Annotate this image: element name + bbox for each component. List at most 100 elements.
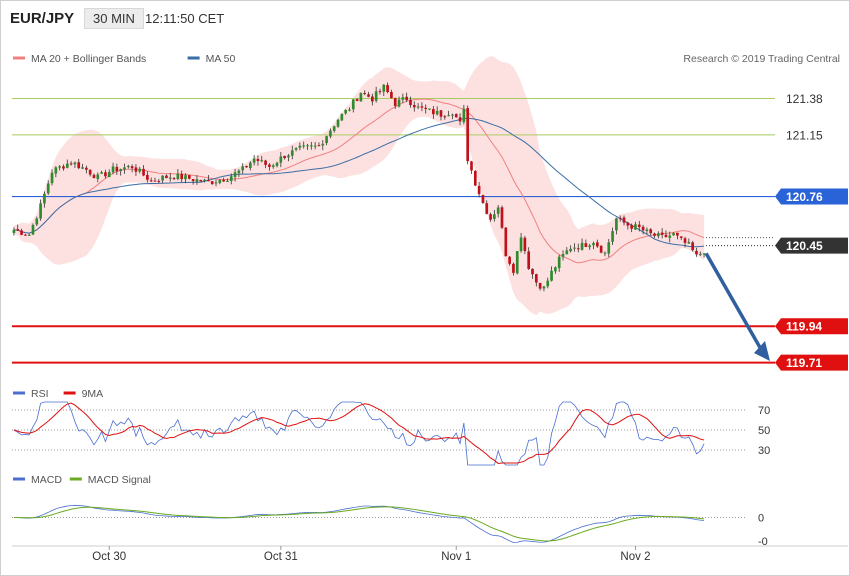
- candle-body: [199, 179, 203, 182]
- candle-body: [496, 207, 500, 214]
- candle-body: [313, 145, 317, 147]
- candle-body: [527, 251, 531, 269]
- copyright-text: Research © 2019 Trading Central: [683, 53, 840, 65]
- candle-body: [153, 180, 157, 182]
- candle-body: [191, 179, 195, 182]
- rsi-tick-label: 50: [758, 425, 770, 437]
- candle-body: [538, 283, 542, 289]
- candle-body: [462, 108, 466, 123]
- candle-body: [508, 256, 511, 264]
- candle-body: [607, 242, 611, 254]
- candle-body: [611, 231, 614, 242]
- candle-body: [588, 245, 592, 248]
- candle-body: [401, 97, 405, 100]
- candle-body: [85, 167, 88, 170]
- candle-body: [515, 251, 519, 274]
- candle-body: [195, 179, 199, 182]
- candle-body: [374, 91, 378, 101]
- candle-body: [77, 162, 81, 169]
- candle-body: [340, 114, 344, 121]
- candle-body: [546, 280, 550, 287]
- timeframe-badge[interactable]: 30 MIN: [84, 8, 144, 29]
- candle-body: [336, 119, 340, 127]
- candle-body: [676, 232, 679, 236]
- candle-body: [428, 108, 431, 110]
- candle-body: [645, 229, 649, 231]
- candle-body: [73, 162, 77, 165]
- price-label-text: 121.15: [786, 128, 823, 142]
- rsi-panel: 70 50 30: [12, 401, 770, 466]
- candle-body: [397, 99, 401, 107]
- candle-body: [237, 170, 241, 173]
- candle-body: [168, 177, 172, 179]
- legend-label: 9MA: [82, 388, 104, 400]
- candle-body: [329, 130, 332, 137]
- candle-body: [386, 85, 389, 93]
- candle-body: [447, 115, 450, 117]
- candle-body: [283, 155, 286, 159]
- candle-body: [210, 181, 214, 184]
- candle-body: [161, 175, 164, 181]
- candle-body: [81, 167, 84, 169]
- candle-body: [466, 108, 470, 162]
- candle-body: [534, 274, 538, 283]
- candle-body: [39, 203, 42, 219]
- candle-body: [69, 163, 73, 165]
- candle-body: [264, 160, 267, 165]
- candle-body: [20, 230, 23, 235]
- candle-body: [435, 110, 439, 115]
- candle-body: [184, 175, 187, 180]
- candle-body: [104, 172, 107, 177]
- candle-body: [58, 166, 61, 168]
- candle-body: [569, 248, 572, 252]
- candle-body: [664, 234, 668, 238]
- x-tick-label: Nov 2: [620, 551, 650, 563]
- candle-body: [310, 145, 313, 147]
- candle-body: [695, 250, 698, 255]
- candle-body: [649, 229, 653, 234]
- candle-body: [615, 218, 618, 231]
- symbol-label: EUR/JPY: [10, 10, 75, 27]
- candle-body: [233, 172, 237, 177]
- candle-body: [165, 175, 168, 179]
- candle-body: [424, 107, 428, 109]
- candle-body: [439, 110, 443, 117]
- candle-body: [451, 114, 454, 116]
- candle-body: [371, 96, 374, 102]
- x-axis: Oct 30 Oct 31 Nov 1 Nov 2: [12, 545, 848, 563]
- clock-time: 12:11:50 CET: [145, 11, 225, 26]
- price-label-text: 119.94: [786, 320, 822, 334]
- price-label-text: 121.38: [786, 92, 823, 106]
- candle-body: [432, 109, 435, 115]
- candle-body: [531, 268, 534, 275]
- candle-body: [172, 178, 176, 180]
- candle-body: [214, 182, 218, 184]
- candle-body: [554, 267, 557, 272]
- candle-body: [565, 250, 569, 255]
- candle-body: [603, 252, 607, 254]
- candle-body: [46, 183, 50, 194]
- candle-body: [306, 145, 309, 147]
- price-label-box: [775, 188, 848, 205]
- candle-body: [382, 84, 386, 92]
- candle-body: [691, 242, 694, 251]
- forecast-arrow: [704, 252, 770, 362]
- candle-body: [634, 224, 637, 230]
- candle-body: [519, 237, 523, 252]
- candle-body: [618, 217, 622, 219]
- candle-body: [218, 179, 222, 184]
- candle-body: [637, 224, 641, 228]
- candle-body: [359, 93, 363, 102]
- candle-body: [412, 105, 416, 108]
- candle-body: [96, 174, 100, 179]
- candle-body: [351, 99, 355, 110]
- candle-body: [256, 158, 260, 162]
- candle-body: [203, 179, 206, 182]
- candle-body: [180, 173, 184, 180]
- candle-body: [504, 227, 508, 257]
- candle-body: [622, 217, 626, 223]
- candle-body: [142, 168, 145, 176]
- candle-body: [241, 166, 245, 171]
- price-label-text: 120.76: [786, 190, 823, 204]
- bollinger-bands: [13, 56, 705, 316]
